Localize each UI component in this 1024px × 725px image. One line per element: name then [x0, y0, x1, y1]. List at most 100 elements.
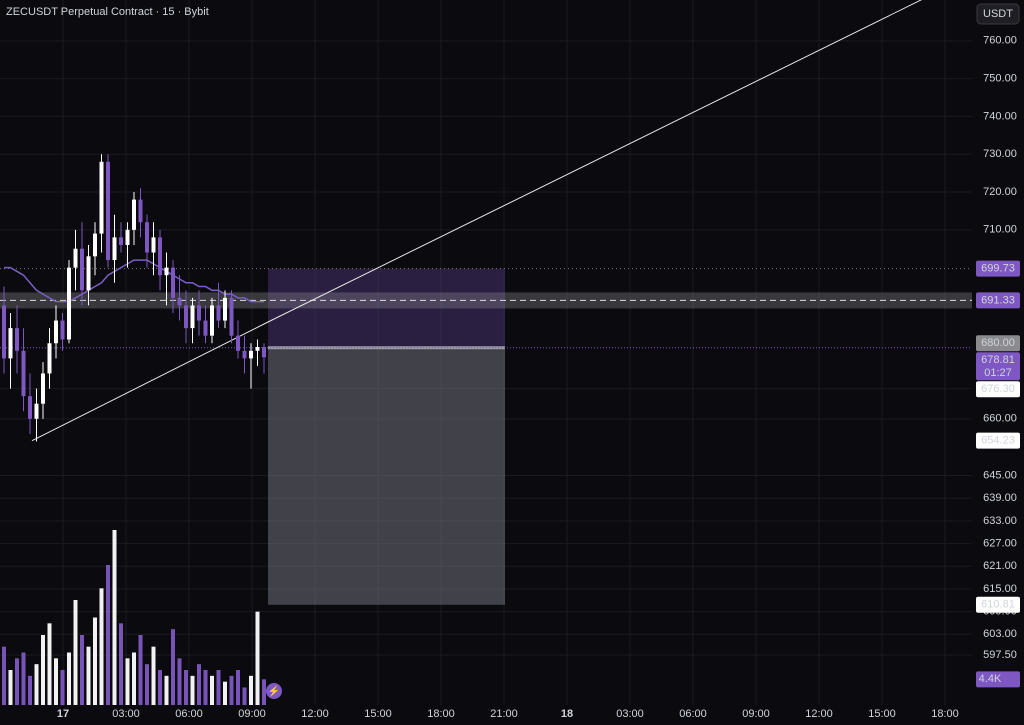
x-tick-label: 12:00	[301, 708, 329, 720]
volume-bar	[80, 635, 84, 705]
volume-bar	[86, 646, 91, 705]
candle-body	[54, 320, 58, 344]
candle-body	[15, 328, 19, 351]
volume-label-box	[976, 671, 1020, 688]
price-label-box	[976, 260, 1020, 277]
price-label: 678.81	[981, 354, 1015, 366]
price-label: 610.81	[981, 599, 1015, 611]
candle-body	[255, 347, 260, 351]
candle-body	[164, 267, 169, 276]
volume-bar	[255, 611, 260, 705]
x-tick-label: 15:00	[868, 708, 896, 720]
candle-body	[80, 248, 84, 291]
candle-body	[93, 233, 97, 257]
x-tick-label: 17	[57, 708, 69, 720]
level-band	[0, 292, 972, 309]
volume-bar	[99, 588, 104, 705]
volume-bar	[223, 681, 227, 705]
trend-line	[31, 0, 923, 442]
candle-body	[197, 305, 201, 321]
volume-bar	[158, 670, 162, 705]
price-label: 676.30	[981, 383, 1015, 395]
currency-button[interactable]	[976, 3, 1020, 25]
y-tick-label: 615.00	[983, 583, 1017, 595]
volume-bar	[184, 670, 188, 705]
x-tick-label: 12:00	[805, 708, 833, 720]
y-tick-label: 720.00	[983, 186, 1017, 198]
candle-body	[60, 320, 65, 340]
candle-body	[171, 267, 175, 298]
candle-body	[151, 237, 156, 253]
volume-bar	[60, 670, 65, 705]
y-tick-label: 633.00	[983, 515, 1017, 527]
volume-bar	[119, 623, 123, 705]
volume-bar	[171, 629, 175, 705]
volume-bar	[216, 670, 221, 705]
volume-bar	[229, 675, 234, 705]
volume-bar	[106, 565, 110, 705]
volume-bar	[236, 670, 240, 705]
x-tick-label: 06:00	[175, 708, 203, 720]
candle-body	[229, 297, 234, 336]
price-label-box	[976, 432, 1020, 449]
candle-body	[223, 297, 227, 321]
candle-body	[242, 350, 247, 359]
volume-bar	[34, 664, 39, 705]
y-tick-label: 645.00	[983, 469, 1017, 481]
volume-label: 4.4K	[979, 673, 1002, 685]
volume-bar	[190, 675, 195, 705]
candle-body	[34, 403, 39, 419]
y-tick-label: 597.50	[983, 649, 1017, 661]
price-label-box	[976, 352, 1020, 381]
volume-bar	[210, 675, 214, 705]
price-label: 680.00	[981, 337, 1015, 349]
volume-bar	[15, 658, 19, 705]
volume-bar	[249, 675, 253, 705]
candle-body	[99, 161, 104, 234]
candle-body	[73, 248, 78, 268]
y-tick-label: 760.00	[983, 35, 1017, 47]
volume-bar	[125, 658, 130, 705]
candle-body	[138, 199, 143, 223]
y-tick-label: 639.00	[983, 492, 1017, 504]
price-label: 654.23	[981, 435, 1015, 447]
candle-body	[28, 396, 32, 419]
volume-bar	[2, 646, 6, 705]
candle-body	[106, 161, 110, 261]
volume-bar	[47, 623, 52, 705]
y-tick-label: 710.00	[983, 224, 1017, 236]
candle-body	[86, 256, 91, 291]
x-tick-label: 18:00	[931, 708, 959, 720]
volume-bar	[41, 635, 45, 705]
y-tick-label: 621.00	[983, 560, 1017, 572]
y-tick-label: 750.00	[983, 73, 1017, 85]
candle-body	[119, 237, 123, 245]
volume-bar	[262, 679, 266, 705]
candle-body	[21, 350, 26, 397]
volume-bar	[197, 664, 201, 705]
currency-label: USDT	[983, 8, 1013, 20]
x-tick-label: 18	[561, 708, 573, 720]
x-tick-label: 03:00	[112, 708, 140, 720]
candle-body	[262, 347, 266, 358]
x-tick-label: 06:00	[679, 708, 707, 720]
price-label: 699.73	[981, 263, 1015, 275]
volume-bar	[54, 658, 58, 705]
candle-body	[249, 350, 253, 359]
volume-bar	[112, 530, 117, 705]
volume-bar	[28, 675, 32, 705]
alert-icon-glyph: ⚡	[268, 685, 280, 698]
volume-bar	[73, 600, 78, 705]
x-tick-label: 03:00	[616, 708, 644, 720]
candle-body	[203, 320, 208, 336]
price-label-box	[976, 292, 1020, 309]
x-tick-label: 21:00	[490, 708, 518, 720]
candle-body	[125, 229, 130, 245]
y-tick-label: 660.00	[983, 413, 1017, 425]
alert-icon[interactable]	[266, 683, 282, 699]
moving-average	[4, 259, 264, 303]
